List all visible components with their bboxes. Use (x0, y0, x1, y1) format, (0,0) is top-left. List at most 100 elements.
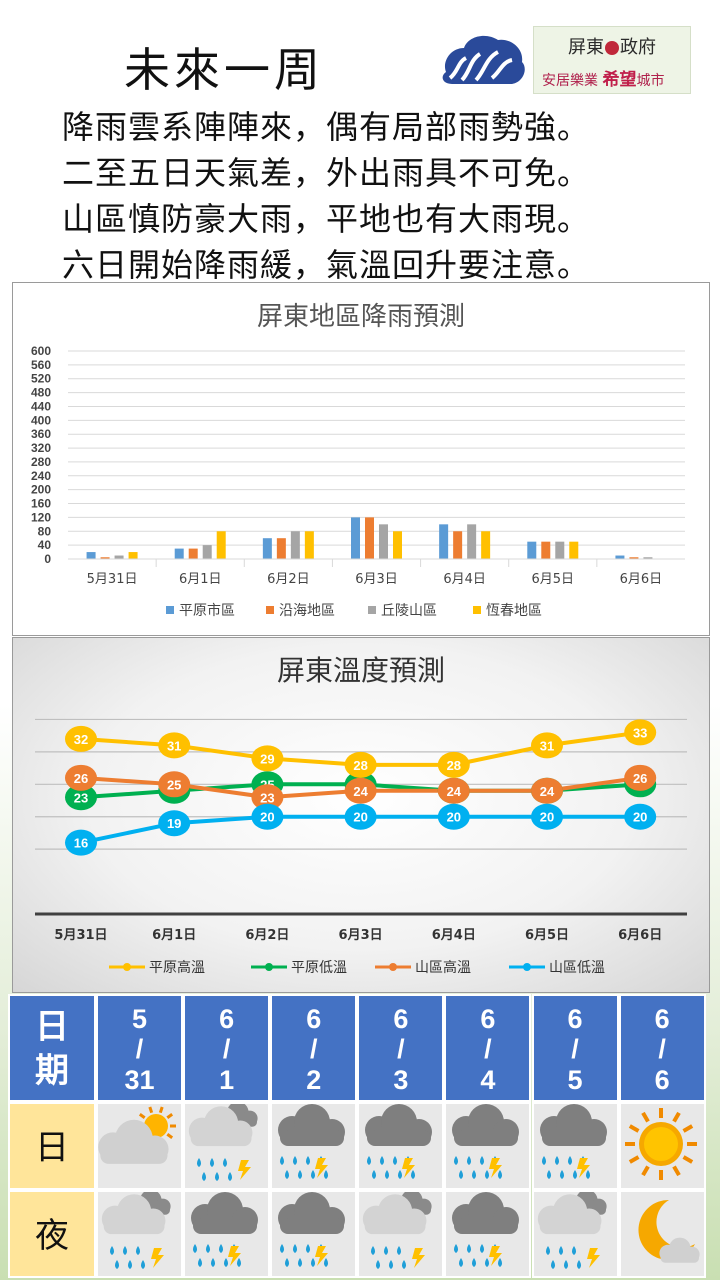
data-point (531, 732, 563, 759)
raindrop (467, 1156, 472, 1165)
y-tick-label: 240 (31, 469, 51, 483)
legend-label: 平原高溫 (149, 959, 205, 976)
weather-icon-cell (618, 1102, 706, 1190)
data-point (65, 764, 97, 791)
sun-core-inner (643, 1127, 678, 1161)
raindrop (215, 1172, 220, 1181)
date-header-cell: 日期 (8, 994, 96, 1102)
poem-line: 山區慎防豪大雨，平地也有大雨現。 (62, 200, 591, 238)
raindrop (228, 1172, 233, 1181)
lightning (576, 1158, 590, 1178)
x-tick-label: 6月6日 (620, 572, 663, 587)
cloud-shape (539, 1104, 607, 1146)
raindrop (311, 1170, 316, 1179)
bar (453, 531, 463, 559)
date-month: 6 (219, 1004, 235, 1034)
raindrop (371, 1246, 376, 1255)
raindrop (110, 1246, 114, 1255)
date-cell: 5/31 (96, 994, 184, 1102)
weather-icon-cell (357, 1190, 445, 1278)
data-point (158, 771, 191, 798)
date-cell: 6/3 (357, 994, 445, 1102)
date-cell: 6/2 (270, 994, 358, 1102)
sun-ray (671, 1165, 681, 1177)
data-point (437, 803, 470, 830)
light-rain-thunder-icon (537, 1192, 607, 1269)
data-point (65, 725, 97, 752)
heavy-rain-thunder-icon (278, 1192, 346, 1267)
data-point (531, 777, 563, 804)
rainfall-chart: 屏東地區降雨預測 04080120160200240280320360400440… (31, 302, 685, 619)
raindrop (372, 1170, 377, 1179)
raindrop (123, 1246, 127, 1255)
raindrop (237, 1258, 242, 1267)
county-government-logo: 屏東 政府 安居樂業 希望城市 (533, 26, 691, 94)
raindrop (397, 1246, 402, 1255)
sun-ray (671, 1111, 681, 1123)
data-point (158, 732, 191, 759)
raindrop (393, 1156, 398, 1165)
date-day: 31 (124, 1065, 155, 1095)
weather-icon-cell (96, 1190, 184, 1278)
raindrop (198, 1258, 203, 1267)
raindrop (211, 1258, 216, 1267)
legend-swatch (266, 606, 274, 614)
light-rain-shape (537, 1192, 607, 1269)
raindrop (546, 1170, 551, 1179)
sun-ray (148, 1106, 154, 1114)
data-label: 29 (260, 751, 274, 766)
y-tick-label: 40 (38, 538, 52, 552)
data-label: 20 (447, 810, 461, 825)
raindrop (206, 1244, 211, 1253)
raindrop (219, 1244, 224, 1253)
data-label: 24 (540, 784, 555, 799)
data-point (624, 764, 657, 791)
lightning (151, 1248, 164, 1268)
legend-label: 丘陵山區 (381, 603, 437, 619)
raindrop (541, 1156, 546, 1165)
cloud-shape (98, 1119, 169, 1164)
y-tick-label: 360 (31, 427, 51, 441)
heavy-rain-shape (191, 1192, 259, 1267)
data-label: 26 (633, 771, 647, 786)
temperature-chart: 屏東溫度預測 5月31日 6月1日 6月2日 6月3日 6月4日 6月5日 6月6日 23 24 2… (35, 654, 687, 976)
sun-ray (682, 1155, 693, 1164)
raindrop (202, 1172, 207, 1181)
date-separator: / (135, 1034, 144, 1064)
moon-cloud-icon (638, 1199, 700, 1263)
raindrop (585, 1170, 590, 1179)
cloudy-sun-shape (98, 1106, 176, 1164)
data-label: 24 (353, 784, 368, 799)
raindrop (572, 1170, 577, 1179)
bar (379, 524, 388, 559)
sun-ray (166, 1133, 174, 1139)
logo-slogan-c: 城市 (636, 73, 665, 89)
lightning (489, 1246, 503, 1266)
x-tick-label: 6月6日 (618, 928, 662, 943)
data-label: 23 (74, 790, 88, 805)
raindrop (136, 1246, 140, 1255)
weather-icon-cell (96, 1102, 184, 1190)
raindrop (285, 1170, 290, 1179)
row-label-text: 夜 (35, 1216, 69, 1256)
date-day: 4 (480, 1065, 496, 1095)
poem-line: 降雨雲系陣陣來，偶有局部雨勢強。 (62, 108, 591, 146)
heavy-rain-thunder-icon (365, 1104, 433, 1179)
sun-ray (628, 1124, 640, 1133)
raindrop (576, 1260, 581, 1269)
raindrop (480, 1244, 485, 1253)
raindrop (485, 1170, 490, 1179)
data-point (251, 784, 284, 811)
data-label: 23 (260, 790, 274, 805)
raindrop (571, 1246, 576, 1255)
bar (304, 531, 314, 559)
lightning (412, 1248, 426, 1268)
sun-ray (640, 1165, 650, 1177)
date-separator: / (309, 1034, 318, 1064)
raindrop (193, 1244, 198, 1253)
date-day: 5 (567, 1065, 583, 1095)
raindrop (559, 1170, 564, 1179)
raindrop (380, 1156, 385, 1165)
raindrop (384, 1246, 389, 1255)
y-tick-label: 600 (31, 344, 51, 358)
